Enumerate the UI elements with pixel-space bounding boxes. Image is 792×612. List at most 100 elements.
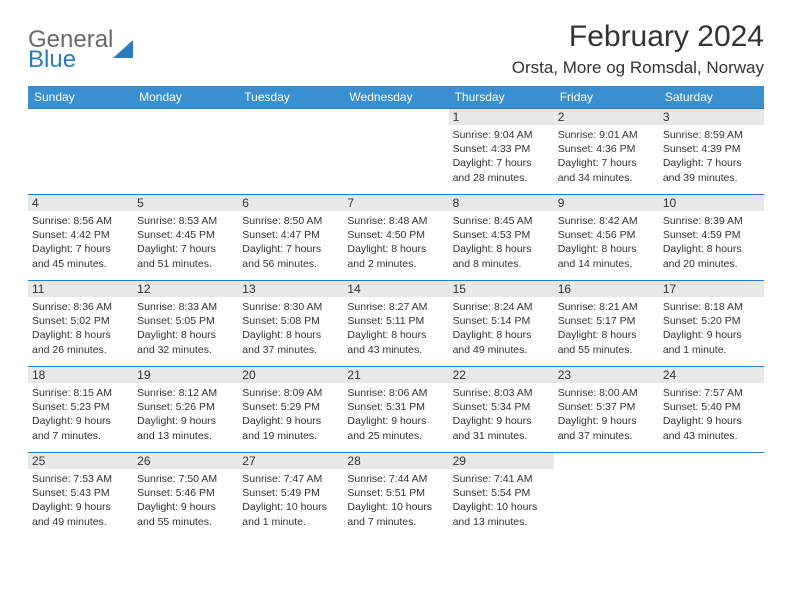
detail-line: Sunset: 5:20 PM xyxy=(663,314,760,328)
detail-line: Sunset: 4:42 PM xyxy=(32,228,129,242)
detail-line: and 7 minutes. xyxy=(32,429,129,443)
detail-line: Daylight: 7 hours xyxy=(32,242,129,256)
detail-line: and 37 minutes. xyxy=(242,343,339,357)
day-details: Sunrise: 9:01 AMSunset: 4:36 PMDaylight:… xyxy=(558,128,655,185)
detail-line: Sunrise: 7:57 AM xyxy=(663,386,760,400)
detail-line: Sunrise: 8:06 AM xyxy=(347,386,444,400)
day-number: 4 xyxy=(28,195,133,211)
day-details: Sunrise: 7:44 AMSunset: 5:51 PMDaylight:… xyxy=(347,472,444,529)
day-details: Sunrise: 8:09 AMSunset: 5:29 PMDaylight:… xyxy=(242,386,339,443)
day-cell: 26Sunrise: 7:50 AMSunset: 5:46 PMDayligh… xyxy=(133,453,238,539)
detail-line: and 49 minutes. xyxy=(453,343,550,357)
detail-line: Daylight: 9 hours xyxy=(663,328,760,342)
detail-line: Sunrise: 8:36 AM xyxy=(32,300,129,314)
detail-line: Daylight: 10 hours xyxy=(347,500,444,514)
day-number: 20 xyxy=(238,367,343,383)
day-cell: 27Sunrise: 7:47 AMSunset: 5:49 PMDayligh… xyxy=(238,453,343,539)
day-cell: 25Sunrise: 7:53 AMSunset: 5:43 PMDayligh… xyxy=(28,453,133,539)
day-cell: 17Sunrise: 8:18 AMSunset: 5:20 PMDayligh… xyxy=(659,281,764,367)
day-details: Sunrise: 7:47 AMSunset: 5:49 PMDaylight:… xyxy=(242,472,339,529)
detail-line: Sunset: 5:23 PM xyxy=(32,400,129,414)
detail-line: and 7 minutes. xyxy=(347,515,444,529)
weekday-header: Tuesday xyxy=(238,86,343,109)
detail-line: and 14 minutes. xyxy=(558,257,655,271)
detail-line: and 43 minutes. xyxy=(663,429,760,443)
detail-line: Sunset: 5:11 PM xyxy=(347,314,444,328)
weekday-header: Saturday xyxy=(659,86,764,109)
day-number: 21 xyxy=(343,367,448,383)
detail-line: and 26 minutes. xyxy=(32,343,129,357)
day-cell xyxy=(659,453,764,539)
day-details: Sunrise: 7:57 AMSunset: 5:40 PMDaylight:… xyxy=(663,386,760,443)
detail-line: Sunset: 5:34 PM xyxy=(453,400,550,414)
weekday-header: Sunday xyxy=(28,86,133,109)
detail-line: Sunrise: 8:45 AM xyxy=(453,214,550,228)
day-number: 28 xyxy=(343,453,448,469)
day-cell xyxy=(238,109,343,195)
sail-icon xyxy=(113,40,133,58)
day-details: Sunrise: 8:45 AMSunset: 4:53 PMDaylight:… xyxy=(453,214,550,271)
day-cell: 15Sunrise: 8:24 AMSunset: 5:14 PMDayligh… xyxy=(449,281,554,367)
detail-line: Daylight: 9 hours xyxy=(32,414,129,428)
day-cell: 23Sunrise: 8:00 AMSunset: 5:37 PMDayligh… xyxy=(554,367,659,453)
detail-line: Daylight: 8 hours xyxy=(347,328,444,342)
detail-line: Sunrise: 7:53 AM xyxy=(32,472,129,486)
detail-line: Sunset: 5:31 PM xyxy=(347,400,444,414)
day-cell: 14Sunrise: 8:27 AMSunset: 5:11 PMDayligh… xyxy=(343,281,448,367)
detail-line: Sunrise: 8:39 AM xyxy=(663,214,760,228)
day-number: 7 xyxy=(343,195,448,211)
day-cell: 16Sunrise: 8:21 AMSunset: 5:17 PMDayligh… xyxy=(554,281,659,367)
day-cell: 18Sunrise: 8:15 AMSunset: 5:23 PMDayligh… xyxy=(28,367,133,453)
detail-line: Daylight: 7 hours xyxy=(663,156,760,170)
detail-line: Daylight: 9 hours xyxy=(137,414,234,428)
detail-line: Sunset: 4:53 PM xyxy=(453,228,550,242)
detail-line: Daylight: 7 hours xyxy=(242,242,339,256)
detail-line: and 13 minutes. xyxy=(453,515,550,529)
detail-line: Daylight: 8 hours xyxy=(558,242,655,256)
detail-line: Sunset: 4:47 PM xyxy=(242,228,339,242)
day-number: 10 xyxy=(659,195,764,211)
detail-line: Daylight: 10 hours xyxy=(242,500,339,514)
day-number: 1 xyxy=(449,109,554,125)
detail-line: Sunset: 5:14 PM xyxy=(453,314,550,328)
day-cell xyxy=(554,453,659,539)
detail-line: Sunset: 5:40 PM xyxy=(663,400,760,414)
weekday-header: Friday xyxy=(554,86,659,109)
detail-line: Sunset: 5:17 PM xyxy=(558,314,655,328)
day-details: Sunrise: 7:53 AMSunset: 5:43 PMDaylight:… xyxy=(32,472,129,529)
title-block: February 2024 Orsta, More og Romsdal, No… xyxy=(512,20,764,78)
detail-line: Daylight: 8 hours xyxy=(137,328,234,342)
detail-line: Daylight: 8 hours xyxy=(347,242,444,256)
day-details: Sunrise: 8:06 AMSunset: 5:31 PMDaylight:… xyxy=(347,386,444,443)
detail-line: and 19 minutes. xyxy=(242,429,339,443)
day-number: 19 xyxy=(133,367,238,383)
detail-line: Sunset: 4:33 PM xyxy=(453,142,550,156)
day-cell: 24Sunrise: 7:57 AMSunset: 5:40 PMDayligh… xyxy=(659,367,764,453)
day-cell: 29Sunrise: 7:41 AMSunset: 5:54 PMDayligh… xyxy=(449,453,554,539)
detail-line: Sunset: 4:36 PM xyxy=(558,142,655,156)
day-details: Sunrise: 8:36 AMSunset: 5:02 PMDaylight:… xyxy=(32,300,129,357)
weekday-header: Thursday xyxy=(449,86,554,109)
day-number: 12 xyxy=(133,281,238,297)
day-cell: 12Sunrise: 8:33 AMSunset: 5:05 PMDayligh… xyxy=(133,281,238,367)
detail-line: Sunset: 5:26 PM xyxy=(137,400,234,414)
day-number: 2 xyxy=(554,109,659,125)
detail-line: Sunset: 4:45 PM xyxy=(137,228,234,242)
location-line: Orsta, More og Romsdal, Norway xyxy=(512,58,764,78)
detail-line: and 55 minutes. xyxy=(558,343,655,357)
day-details: Sunrise: 8:39 AMSunset: 4:59 PMDaylight:… xyxy=(663,214,760,271)
detail-line: Sunset: 5:51 PM xyxy=(347,486,444,500)
detail-line: Sunrise: 8:12 AM xyxy=(137,386,234,400)
detail-line: Sunrise: 8:42 AM xyxy=(558,214,655,228)
detail-line: Sunset: 5:08 PM xyxy=(242,314,339,328)
detail-line: Sunrise: 8:18 AM xyxy=(663,300,760,314)
week-row: 11 Sunrise: 8:36 AMSunset: 5:02 PMDayligh… xyxy=(28,281,764,367)
day-number: 11 xyxy=(28,281,133,297)
detail-line: and 31 minutes. xyxy=(453,429,550,443)
detail-line: Sunrise: 8:59 AM xyxy=(663,128,760,142)
detail-line: Sunset: 5:37 PM xyxy=(558,400,655,414)
detail-line: Daylight: 9 hours xyxy=(347,414,444,428)
week-row: 25Sunrise: 7:53 AMSunset: 5:43 PMDayligh… xyxy=(28,453,764,539)
detail-line: and 20 minutes. xyxy=(663,257,760,271)
detail-line: and 49 minutes. xyxy=(32,515,129,529)
